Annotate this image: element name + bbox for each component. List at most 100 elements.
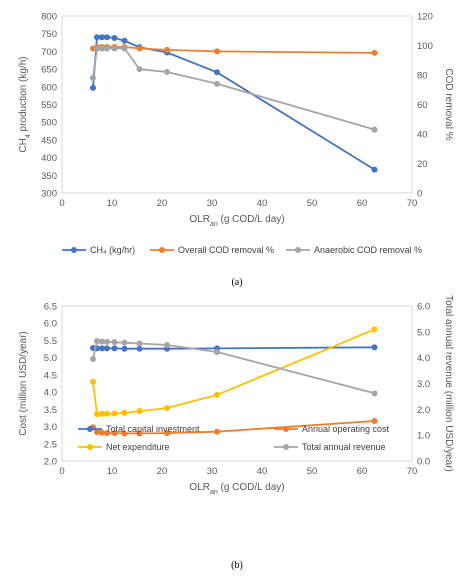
chart-1-series-3-point (164, 342, 170, 349)
chart-0-y-right-tick-label: 80 (417, 71, 428, 82)
chart-1-series-1-point (104, 430, 110, 437)
chart-1-y-left-tick-label: 5.5 (44, 336, 57, 347)
chart-0-y-left-tick-label: 300 (41, 189, 57, 200)
chart-1-y-left-tick-label: 6.0 (44, 319, 57, 330)
chart-1-series-3-point (99, 338, 105, 345)
chart-0-series-2-point (90, 74, 96, 81)
chart-1-y-left-tick-label: 4.0 (44, 388, 57, 399)
chart-1-x-axis-title: OLRan (g COD/L day) (189, 482, 284, 496)
chart-1-series-0-point (121, 345, 128, 352)
chart-0-x-tick-label: 60 (357, 198, 368, 209)
chart-0-series-2-point (99, 45, 105, 52)
chart-0-x-tick-label: 20 (157, 198, 168, 209)
chart-0-series-1-point (371, 49, 378, 56)
chart-1-series-0-point (136, 345, 143, 352)
chart-1-y-right-axis-title: Total annual revenue (million USD/year) (443, 295, 454, 472)
chart-0-y-right-tick-label: 60 (417, 100, 428, 111)
chart-b-svg: 0 10 20 30 40 50 60 70 2.0 2.5 3.0 3.5 4.0 4.5 5.0 5.5 6… (18, 295, 454, 571)
chart-0-legend-label-0: CH₄ (kg/hr) (90, 245, 135, 255)
chart-1-y-left-tick-label: 2.5 (44, 439, 57, 450)
chart-1-legend-label-2: Net expenditure (106, 442, 170, 452)
chart-0-series-2-point (94, 45, 100, 52)
chart-0-series-1-point (136, 45, 143, 52)
chart-a-svg: 0 10 20 30 40 50 60 703003504004505005506006507… (18, 12, 454, 289)
chart-1-y-right-tick-label: 3.0 (417, 379, 430, 390)
chart-1-series-3-point (111, 339, 118, 346)
chart-1-series-2-point (104, 410, 110, 417)
chart-0-panel-caption: (a) (231, 277, 242, 288)
chart-1-series-0-point (111, 345, 118, 352)
chart-1-x-tick-label: 10 (107, 466, 118, 477)
chart-1-y-left-tick-label: 4.5 (44, 370, 57, 381)
chart-0-series-line-0 (92, 36, 375, 171)
chart-1-series-2-point (121, 409, 128, 416)
chart-0-y-left-tick-label: 500 (41, 118, 57, 129)
chart-1-plot-area (61, 305, 413, 462)
chart-1-legend-marker-1 (283, 426, 289, 432)
chart-1-series-0-point (99, 345, 105, 352)
chart-0-series-0-point (371, 166, 378, 173)
chart-0-y-right-tick-label: 0 (417, 189, 422, 200)
chart-1-x-tick-label: 20 (157, 466, 168, 477)
chart-1-series-2-point (136, 408, 143, 415)
chart-0-legend-marker-1 (159, 247, 165, 253)
chart-1-series-3-point (94, 338, 100, 345)
chart-0-y-right-tick-label: 20 (417, 159, 428, 170)
chart-1-x-tick-label: 70 (407, 466, 418, 477)
chart-0-series-2-point (136, 66, 143, 73)
chart-1-series-1-point (164, 430, 170, 437)
chart-0-y-left-tick-label: 750 (41, 29, 57, 40)
chart-0-y-right-tick-label: 40 (417, 130, 428, 141)
chart-1-legend-label-0: Total capital investment (106, 424, 200, 434)
chart-0-series-2-point (371, 126, 378, 133)
chart-0-series-line-2 (92, 47, 375, 131)
chart-0-series-0-point (104, 34, 110, 41)
chart-1-series-1-point (121, 430, 128, 437)
chart-1-series-2-point (90, 378, 96, 385)
chart-1-series-2-point (99, 410, 105, 417)
chart-1-series-1-point (214, 428, 220, 435)
chart-1-y-right-tick-label: 1.0 (417, 431, 430, 442)
chart-0-series-0-point (99, 34, 105, 41)
chart-1-series-2-point (371, 326, 378, 333)
chart-1-y-right-tick-label: 6.0 (417, 302, 430, 313)
chart-1-y-left-tick-label: 3.5 (44, 405, 57, 416)
chart-0-y-left-tick-label: 450 (41, 135, 57, 146)
chart-0-y-right-tick-label: 120 (417, 12, 433, 23)
chart-0-legend-marker-2 (295, 247, 301, 253)
chart-0-series-0-point (94, 34, 100, 41)
chart-0-y-left-tick-label: 600 (41, 82, 57, 93)
chart-0-y-left-tick-label: 550 (41, 100, 57, 111)
chart-0-x-tick-label: 30 (207, 198, 218, 209)
chart-1-legend-label-3: Total annual revenue (302, 442, 386, 452)
chart-1-y-right-tick-label: 5.0 (417, 327, 430, 338)
chart-1-series-line-2 (92, 328, 375, 416)
chart-1-series-2-point (94, 411, 100, 418)
chart-1-y-left-tick-label: 5.0 (44, 353, 57, 364)
chart-1-y-left-tick-label: 6.5 (44, 302, 57, 313)
chart-0-x-tick-label: 10 (107, 198, 118, 209)
chart-0-x-axis-title: OLRan (g COD/L day) (189, 214, 284, 228)
chart-1-y-right-tick-label: 2.0 (417, 405, 430, 416)
chart-0-y-left-tick-label: 800 (41, 12, 57, 23)
chart-1-legend-marker-0 (87, 426, 93, 432)
chart-0-x-tick-label: 0 (59, 198, 64, 209)
chart-0-y-left-axis-title: CH4 production (kg/h) (18, 56, 32, 152)
chart-1-y-left-axis-title: Cost (million USD/year) (18, 331, 29, 435)
chart-1-legend-label-1: Annual operating cost (302, 424, 390, 434)
chart-0-series-0-point (214, 69, 220, 76)
chart-1-legend-marker-2 (87, 444, 93, 450)
chart-0-y-right-axis-title: COD removal % (443, 68, 454, 140)
chart-1-x-tick-label: 50 (307, 466, 318, 477)
chart-1-y-right-tick-label: 4.0 (417, 353, 430, 364)
chart-0-x-tick-label: 50 (307, 198, 318, 209)
chart-1-legend-marker-3 (283, 444, 289, 450)
chart-0-y-left-tick-label: 350 (41, 171, 57, 182)
chart-0-series-0-point (111, 34, 118, 41)
chart-0-x-tick-label: 40 (257, 198, 268, 209)
chart-1-x-tick-label: 30 (207, 466, 218, 477)
chart-1-series-2-point (111, 410, 118, 417)
chart-panel-a: 0 10 20 30 40 50 60 70 300 350 400 450 500 550 600 650 7… (18, 12, 454, 289)
chart-1-series-3-point (121, 339, 128, 346)
chart-1-y-left-tick-label: 3.0 (44, 422, 57, 433)
